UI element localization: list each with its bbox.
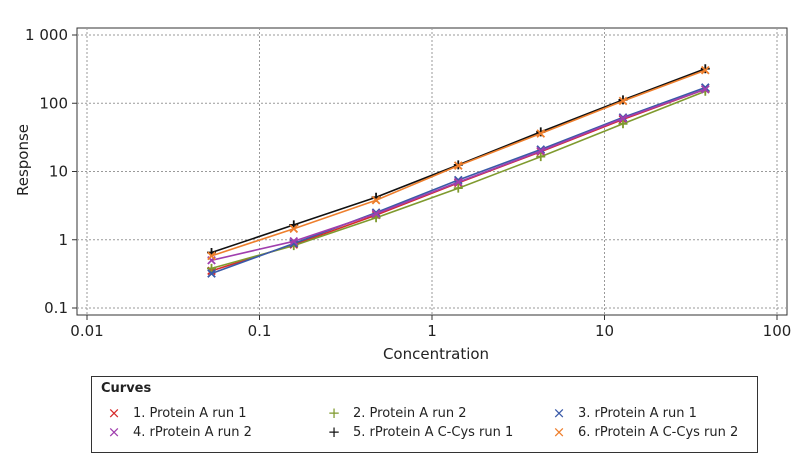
series-6 xyxy=(207,65,710,261)
data-point xyxy=(453,177,463,187)
y-tick-label: 1 000 xyxy=(25,26,68,44)
data-point xyxy=(700,65,710,75)
data-point xyxy=(207,269,216,278)
y-tick-label: 1 xyxy=(58,231,68,249)
x-tick-label: 100 xyxy=(763,322,792,340)
plus-marker-icon: + xyxy=(327,423,341,441)
data-point xyxy=(618,96,628,106)
data-point xyxy=(700,84,710,94)
data-point xyxy=(618,119,628,129)
data-point xyxy=(536,129,546,138)
cross-marker-icon: × xyxy=(107,423,121,441)
legend-label: 1. Protein A run 1 xyxy=(133,405,247,421)
plot-area xyxy=(76,27,788,316)
y-tick-label: 100 xyxy=(39,94,68,112)
cross-marker-icon: × xyxy=(552,423,566,441)
legend-item: × 1. Protein A run 1 xyxy=(104,404,247,422)
data-point xyxy=(453,161,463,170)
data-point xyxy=(371,195,381,205)
plus-marker-icon: + xyxy=(327,404,341,422)
cross-marker-icon: × xyxy=(107,404,121,422)
data-point xyxy=(536,146,546,156)
legend-item: × 4. rProtein A run 2 xyxy=(104,423,252,441)
legend-label: 2. Protein A run 2 xyxy=(353,405,467,421)
data-point xyxy=(371,209,381,219)
legend-item: +2. Protein A run 2 xyxy=(324,404,467,422)
legend-item: +5. rProtein A C-Cys run 1 xyxy=(324,423,514,441)
x-tick-label: 10 xyxy=(595,322,614,340)
data-point xyxy=(207,251,216,261)
legend-title: Curves xyxy=(101,381,152,396)
y-tick-label: 10 xyxy=(49,163,68,181)
data-point xyxy=(618,114,628,123)
data-point xyxy=(536,152,546,162)
data-point xyxy=(289,236,299,246)
y-tick-label: 0.1 xyxy=(44,299,68,317)
series-layer xyxy=(207,64,710,278)
legend-item: × 6. rProtein A C-Cys run 2 xyxy=(549,423,739,441)
cross-marker-icon: × xyxy=(552,404,566,422)
x-tick-label: 0.1 xyxy=(248,322,272,340)
x-axis-title: Concentration xyxy=(383,345,489,363)
data-point xyxy=(700,64,710,74)
legend-label: 4. rProtein A run 2 xyxy=(133,424,252,440)
x-tick-label: 1 xyxy=(427,322,437,340)
legend: Curves × 1. Protein A run 1 +2. Protein A … xyxy=(91,376,758,453)
x-tick-label: 0.01 xyxy=(70,322,103,340)
data-point xyxy=(289,224,299,234)
legend-label: 5. rProtein A C-Cys run 1 xyxy=(353,424,514,440)
data-point xyxy=(453,183,463,193)
y-axis-title: Response xyxy=(14,124,32,196)
legend-label: 6. rProtein A C-Cys run 2 xyxy=(578,424,739,440)
legend-item: × 3. rProtein A run 1 xyxy=(549,404,697,422)
legend-label: 3. rProtein A run 1 xyxy=(578,405,697,421)
data-point xyxy=(207,263,217,273)
